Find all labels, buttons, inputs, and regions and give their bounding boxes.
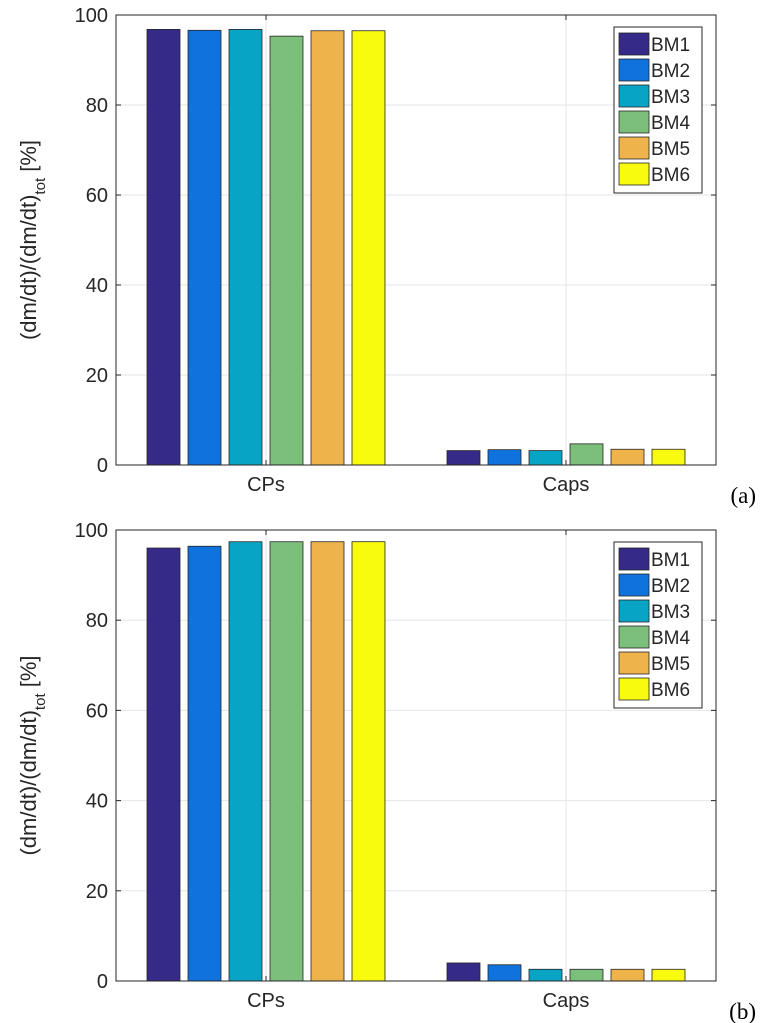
x-tick-label-cps: CPs	[247, 474, 285, 496]
chart-a-svg: 0 20 40 60 80 100 CPs Caps (dm/dt)/(dm/dt)tot [%…	[16, 5, 756, 508]
legend-swatch-bm5	[618, 651, 650, 675]
bar-bm3-cps	[228, 541, 263, 982]
legend-swatch-bm4	[618, 110, 650, 134]
bar-bm5-cps	[310, 541, 345, 982]
bar-bm5-caps	[610, 448, 645, 466]
y-axis-label: (dm/dt)/(dm/dt)tot [%]	[16, 140, 49, 340]
bar-bm2-caps	[487, 449, 522, 466]
legend-label-bm4: BM4	[651, 628, 691, 649]
bar-bm4-caps	[569, 443, 604, 466]
y-tick-label: 60	[86, 185, 108, 207]
legend-swatch-bm1	[618, 32, 650, 56]
y-tick-label: 0	[97, 455, 108, 477]
legend-swatch-bm4	[618, 625, 650, 649]
bar-bm6-caps	[651, 968, 686, 982]
y-tick-label: 20	[86, 365, 108, 387]
legend-label-bm2: BM2	[651, 61, 690, 82]
axes-box	[115, 14, 717, 466]
legend-label-bm2: BM2	[651, 576, 690, 597]
legend-swatch-bm6	[618, 677, 650, 701]
legend-swatch-bm2	[618, 573, 650, 597]
legend-label-bm5: BM5	[651, 139, 690, 160]
bar-bm1-cps	[146, 547, 181, 982]
legend-label-bm6: BM6	[651, 680, 690, 701]
y-tick-label: 20	[86, 881, 108, 903]
legend-swatch-bm1	[618, 547, 650, 571]
y-tick-label: 0	[97, 971, 108, 993]
bar-bm2-cps	[187, 29, 222, 466]
legend-label-bm6: BM6	[651, 165, 690, 186]
bar-bm5-caps	[610, 968, 645, 982]
legend-label-bm1: BM1	[651, 35, 690, 56]
bar-bm6-cps	[351, 30, 386, 466]
bar-bm3-caps	[528, 450, 563, 466]
x-tick-label-caps: Caps	[543, 990, 590, 1012]
y-axis-label: (dm/dt)/(dm/dt)tot [%]	[16, 655, 49, 855]
bar-bm2-cps	[187, 545, 222, 982]
legend-swatch-bm5	[618, 136, 650, 160]
chart-b-svg: 0 20 40 60 80 100 CPs Caps (dm/dt)/(dm/dt)tot [%…	[16, 520, 756, 1023]
bar-bm3-cps	[228, 28, 263, 466]
chart-panel-a: 0 20 40 60 80 100 CPs Caps (dm/dt)/(dm/dt)tot [%…	[0, 0, 761, 511]
y-tick-label: 40	[86, 791, 108, 813]
y-tick-label: 40	[86, 275, 108, 297]
legend-swatch-bm6	[618, 162, 650, 186]
bar-bm6-cps	[351, 541, 386, 982]
legend-label-bm3: BM3	[651, 87, 690, 108]
legend-swatch-bm2	[618, 58, 650, 82]
legend-label-bm1: BM1	[651, 550, 690, 571]
bar-bm1-caps	[446, 962, 481, 982]
legend-label-bm3: BM3	[651, 602, 690, 623]
y-tick-label: 60	[86, 700, 108, 722]
y-tick-label: 80	[86, 610, 108, 632]
bar-bm1-caps	[446, 450, 481, 466]
panel-label: (a)	[730, 483, 756, 508]
bar-bm4-cps	[269, 35, 304, 466]
panel-label: (b)	[729, 999, 756, 1023]
axes-box	[115, 529, 717, 982]
bar-bm5-cps	[310, 30, 345, 466]
legend-label-bm4: BM4	[651, 113, 691, 134]
x-tick-label-cps: CPs	[247, 990, 285, 1012]
bar-bm4-cps	[269, 541, 304, 982]
bar-bm3-caps	[528, 968, 563, 982]
bar-bm2-caps	[487, 964, 522, 982]
bar-bm4-caps	[569, 968, 604, 982]
bar-bm1-cps	[146, 28, 181, 466]
x-tick-label-caps: Caps	[543, 474, 590, 496]
legend-label-bm5: BM5	[651, 654, 690, 675]
legend-swatch-bm3	[618, 599, 650, 623]
legend-swatch-bm3	[618, 84, 650, 108]
y-tick-label: 100	[75, 5, 108, 27]
bar-bm6-caps	[651, 448, 686, 466]
y-tick-label: 80	[86, 95, 108, 117]
y-tick-label: 100	[75, 520, 108, 542]
chart-panel-b: 0 20 40 60 80 100 CPs Caps (dm/dt)/(dm/dt)tot [%…	[0, 512, 761, 1023]
